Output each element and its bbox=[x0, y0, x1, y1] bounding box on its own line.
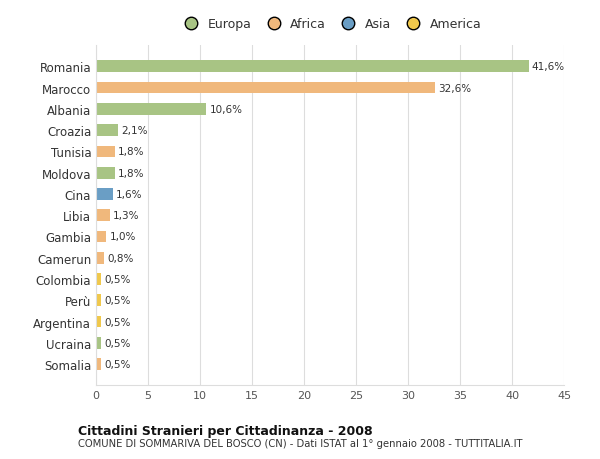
Bar bbox=[96, 274, 101, 285]
Text: 1,6%: 1,6% bbox=[116, 190, 142, 200]
Bar bbox=[96, 62, 529, 73]
Text: 1,8%: 1,8% bbox=[118, 147, 145, 157]
Text: 32,6%: 32,6% bbox=[438, 84, 471, 93]
Bar bbox=[96, 295, 101, 307]
Text: 1,0%: 1,0% bbox=[110, 232, 136, 242]
Legend: Europa, Africa, Asia, America: Europa, Africa, Asia, America bbox=[179, 18, 481, 31]
Bar bbox=[96, 83, 435, 94]
Bar bbox=[96, 358, 101, 370]
Text: 2,1%: 2,1% bbox=[121, 126, 148, 136]
Bar bbox=[96, 316, 101, 328]
Bar bbox=[96, 337, 101, 349]
Bar bbox=[96, 189, 113, 200]
Text: 0,5%: 0,5% bbox=[104, 317, 131, 327]
Text: 1,3%: 1,3% bbox=[113, 211, 139, 221]
Bar bbox=[96, 125, 118, 137]
Bar bbox=[96, 231, 106, 243]
Text: 0,5%: 0,5% bbox=[104, 296, 131, 306]
Bar bbox=[96, 104, 206, 116]
Text: COMUNE DI SOMMARIVA DEL BOSCO (CN) - Dati ISTAT al 1° gennaio 2008 - TUTTITALIA.: COMUNE DI SOMMARIVA DEL BOSCO (CN) - Dat… bbox=[78, 438, 523, 448]
Bar bbox=[96, 168, 115, 179]
Text: 10,6%: 10,6% bbox=[209, 105, 242, 115]
Bar bbox=[96, 146, 115, 158]
Text: 0,5%: 0,5% bbox=[104, 359, 131, 369]
Bar bbox=[96, 210, 110, 222]
Text: 1,8%: 1,8% bbox=[118, 168, 145, 178]
Text: 0,8%: 0,8% bbox=[107, 253, 134, 263]
Text: Cittadini Stranieri per Cittadinanza - 2008: Cittadini Stranieri per Cittadinanza - 2… bbox=[78, 424, 373, 437]
Text: 0,5%: 0,5% bbox=[104, 338, 131, 348]
Text: 41,6%: 41,6% bbox=[532, 62, 565, 72]
Bar bbox=[96, 252, 104, 264]
Text: 0,5%: 0,5% bbox=[104, 274, 131, 285]
